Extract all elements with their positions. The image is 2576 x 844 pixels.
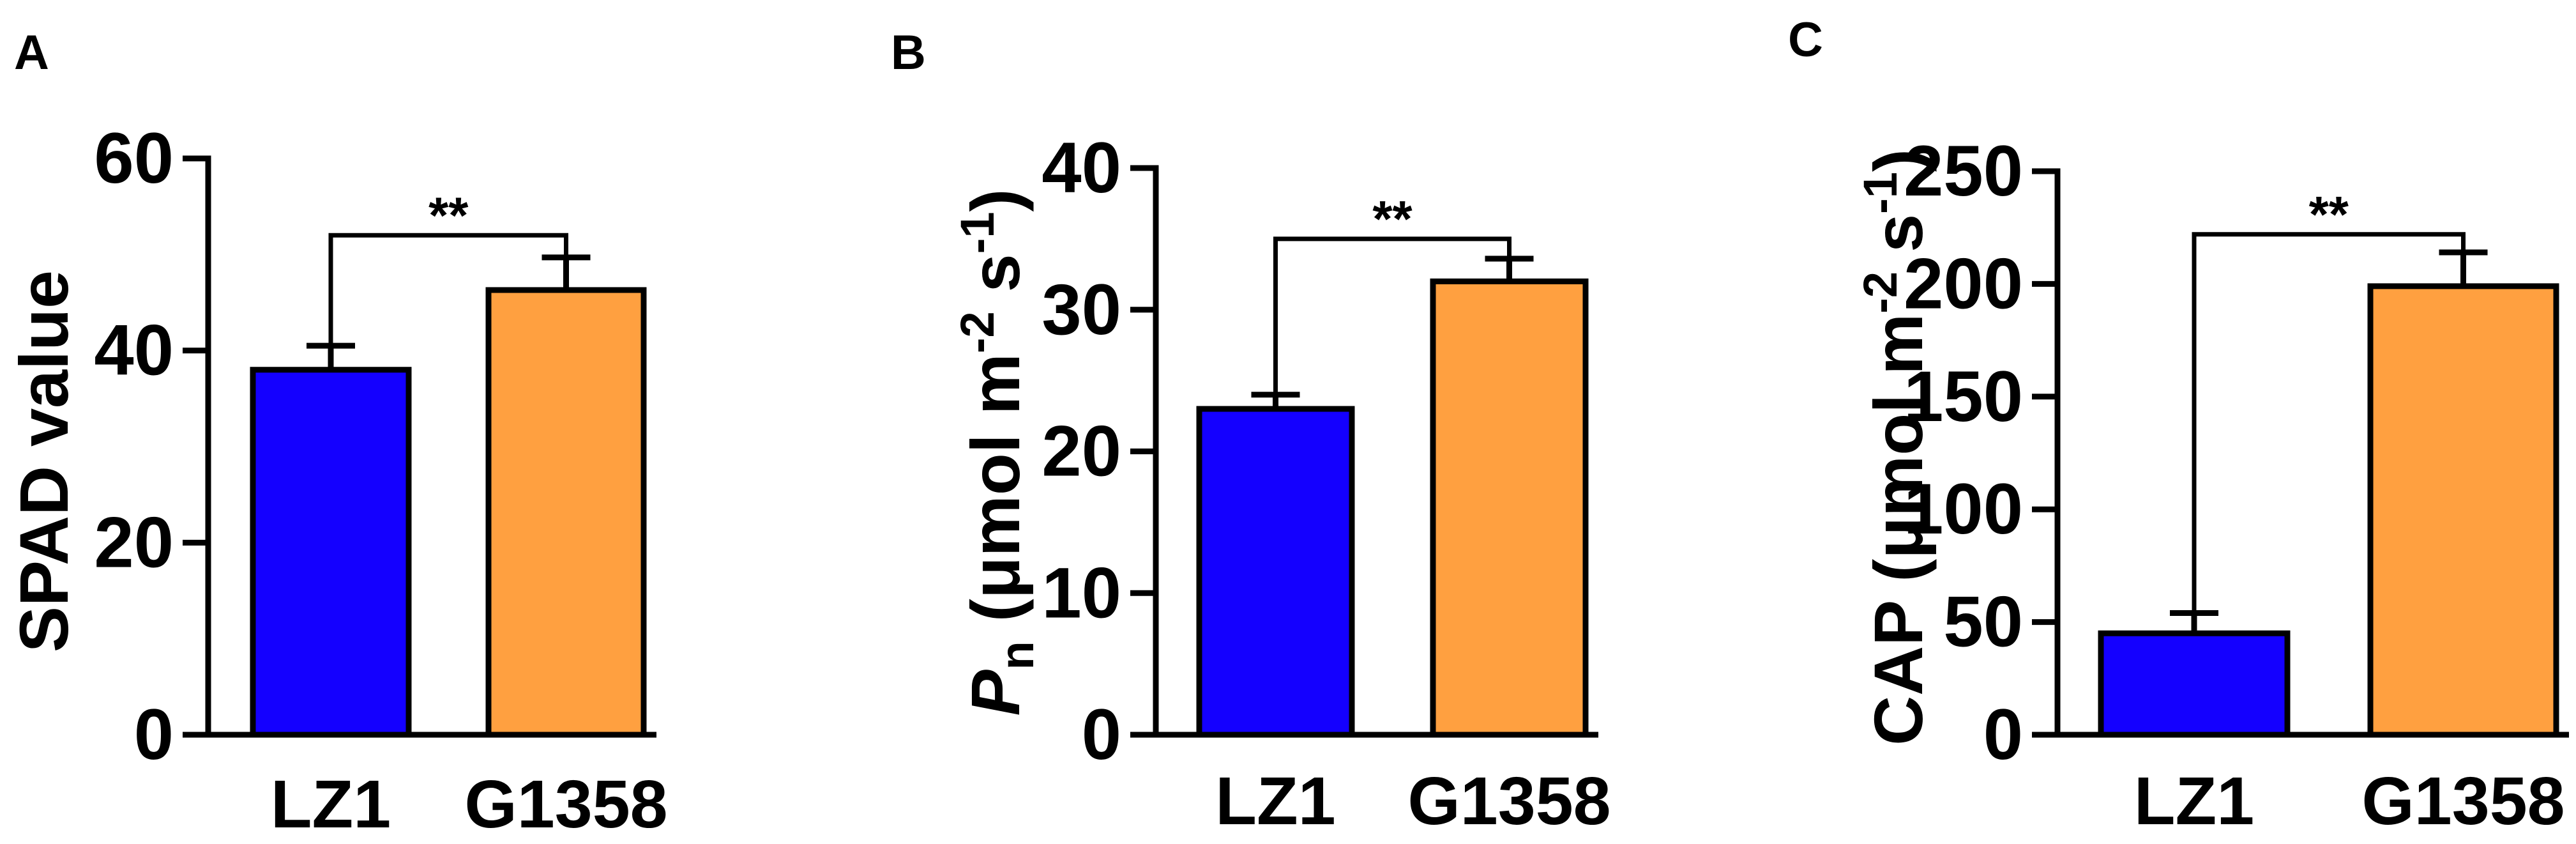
y-axis-title-c-part: s: [1860, 214, 1937, 272]
y-tick-label-b-0: 0: [1082, 694, 1121, 774]
y-axis-title-c: CAP (μmol m-2 s-1): [1854, 149, 1937, 746]
y-axis-title-c-superscript: -2: [1854, 272, 1907, 314]
x-tick-label-a-1: G1358: [464, 767, 667, 842]
x-tick-label-b-1: G1358: [1407, 763, 1610, 839]
x-tick-label-c-0: LZ1: [2134, 763, 2254, 839]
significance-bracket-b: [1273, 236, 1512, 395]
y-axis-title-b-part: s: [957, 254, 1034, 311]
y-axis-title-b-part: P: [957, 670, 1034, 716]
significance-bracket-a: [328, 233, 568, 346]
bar-c-lz1: [2098, 630, 2291, 738]
y-tick-label-c-0: 0: [1983, 694, 2023, 774]
x-tick-label-a-0: LZ1: [271, 767, 391, 842]
y-axis-title-c-superscript: -1: [1854, 172, 1907, 214]
panel-b: B Pn (μmol m-2 s-1) LZ1 G1358 0 10 20 30 40 **: [891, 26, 1611, 839]
y-axis-title-c-part: CAP (μmol m: [1860, 314, 1937, 746]
panel-letter-c: C: [1788, 13, 1823, 67]
y-axis-title-b-superscript: -1: [951, 211, 1004, 254]
y-axis-title-c-part: ): [1860, 149, 1937, 172]
significance-bracket-c: [2192, 232, 2466, 613]
significance-label-b: **: [1372, 190, 1413, 247]
y-tick-label-c-5: 250: [1904, 131, 2023, 211]
x-tick-label-b-0: LZ1: [1215, 763, 1335, 839]
y-tick-label-a-2: 40: [94, 311, 174, 390]
y-tick-label-a-1: 20: [94, 502, 174, 582]
y-axis-title-b: Pn (μmol m-2 s-1): [951, 188, 1043, 716]
y-tick-label-c-1: 50: [1943, 582, 2023, 662]
y-axis-title-a: SPAD value: [5, 270, 82, 652]
bar-b-g1358: [1430, 278, 1589, 738]
bar-c-g1358: [2367, 283, 2559, 738]
panel-letter-b: B: [891, 26, 926, 80]
y-tick-label-b-4: 40: [1042, 128, 1121, 208]
y-tick-label-a-0: 0: [134, 694, 174, 774]
y-tick-label-c-3: 150: [1904, 357, 2023, 436]
bar-a-lz1: [250, 367, 412, 738]
y-tick-label-c-2: 100: [1904, 469, 2023, 549]
y-axis-title-b-superscript: -2: [951, 311, 1004, 353]
bar-b-lz1: [1196, 406, 1355, 738]
panel-letter-a: A: [14, 26, 49, 80]
y-axis-title-b-part: ): [957, 188, 1034, 211]
panel-a: A SPAD value LZ1 G1358 0 20 40 60 **: [5, 26, 668, 842]
y-axis-title-b-part: (μmol m: [957, 353, 1034, 641]
significance-label-c: **: [2309, 186, 2349, 243]
x-tick-label-c-1: G1358: [2361, 763, 2565, 839]
significance-label-a: **: [428, 187, 469, 243]
bar-a-g1358: [485, 287, 647, 738]
y-tick-label-b-3: 30: [1042, 270, 1121, 349]
y-tick-label-a-3: 60: [94, 118, 174, 198]
y-axis-title-b-subscript: n: [990, 641, 1043, 670]
y-tick-label-b-1: 10: [1042, 553, 1121, 633]
panel-c: C CAP (μmol m-2 s-1) LZ1 G1358 0 50 100 150 20…: [1788, 13, 2569, 839]
y-tick-label-b-2: 20: [1042, 411, 1121, 491]
y-tick-label-c-4: 200: [1904, 243, 2023, 323]
